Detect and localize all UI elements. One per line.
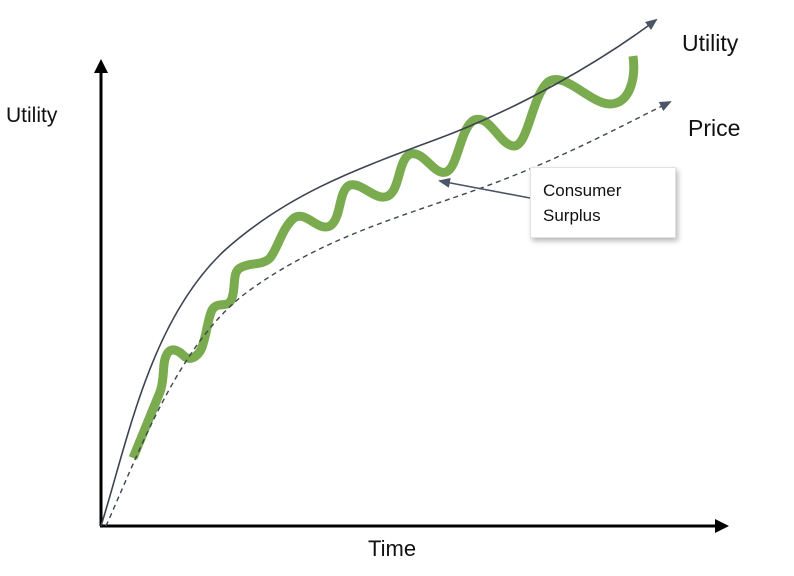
callout-text: Consumer Surplus bbox=[543, 181, 622, 225]
x-axis-label: Time bbox=[368, 536, 417, 561]
price-curve-label: Price bbox=[688, 115, 741, 141]
consumer-surplus-callout: Consumer Surplus bbox=[530, 167, 676, 238]
consumer-surplus-wave bbox=[128, 55, 639, 460]
price-curve bbox=[105, 101, 672, 527]
utility-curve-label: Utility bbox=[682, 30, 739, 56]
y-axis-label: Utility bbox=[6, 104, 58, 127]
callout-arrow bbox=[438, 177, 531, 199]
utility-curve bbox=[100, 18, 658, 527]
